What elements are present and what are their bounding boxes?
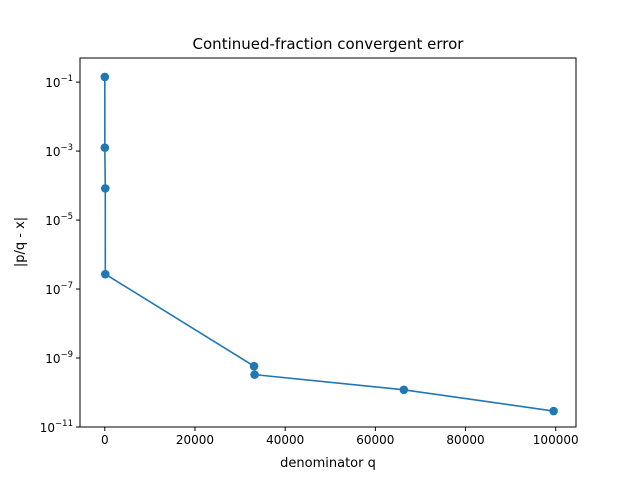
y-tick-label-exponent: −1 xyxy=(60,74,73,84)
x-tick-label: 40000 xyxy=(266,433,304,447)
data-point-marker xyxy=(100,143,110,152)
y-tick-label-exponent: −7 xyxy=(60,281,73,291)
x-axis-label: denominator q xyxy=(280,456,376,471)
data-point-marker xyxy=(100,72,110,82)
y-tick-label-base: 10 xyxy=(45,214,60,228)
x-tick-label: 80000 xyxy=(446,433,484,447)
y-tick-label-exponent: −5 xyxy=(60,212,73,222)
y-tick-label-base: 10 xyxy=(45,145,60,159)
y-tick-label: 10−7 xyxy=(45,281,73,297)
chart-title: Continued-fraction convergent error xyxy=(193,35,465,53)
y-tick-label-exponent: −3 xyxy=(60,143,73,153)
data-point-marker xyxy=(249,361,259,371)
y-tick-label-exponent: −9 xyxy=(60,350,73,360)
x-tick-label: 0 xyxy=(101,433,109,447)
y-tick-label-exponent: −11 xyxy=(55,419,73,429)
y-tick-label-base: 10 xyxy=(45,76,60,90)
x-tick-label: 20000 xyxy=(176,433,214,447)
series-line xyxy=(104,76,554,412)
y-tick-label: 10−11 xyxy=(40,419,73,435)
plot-frame xyxy=(79,57,577,428)
data-point-marker xyxy=(250,370,259,379)
y-tick-label: 10−9 xyxy=(45,350,73,366)
data-point-marker xyxy=(101,269,110,279)
y-tick-label-base: 10 xyxy=(45,283,60,297)
y-tick-label: 10−1 xyxy=(45,74,73,90)
y-tick-label: 10−5 xyxy=(45,212,73,228)
data-point-marker xyxy=(549,406,558,416)
x-tick-label: 60000 xyxy=(356,433,394,447)
y-tick-label-base: 10 xyxy=(45,352,60,366)
data-point-marker xyxy=(100,184,110,193)
y-axis-label: |p/q - x| xyxy=(13,217,28,267)
x-axis-ticks: 0 20000 40000 60000 80000 100000 xyxy=(101,427,579,447)
x-tick-label: 100000 xyxy=(533,433,579,447)
plot-layer xyxy=(100,72,558,416)
y-tick-label-base: 10 xyxy=(40,421,55,435)
data-point-marker xyxy=(399,385,409,395)
y-tick-label: 10−3 xyxy=(45,143,73,159)
